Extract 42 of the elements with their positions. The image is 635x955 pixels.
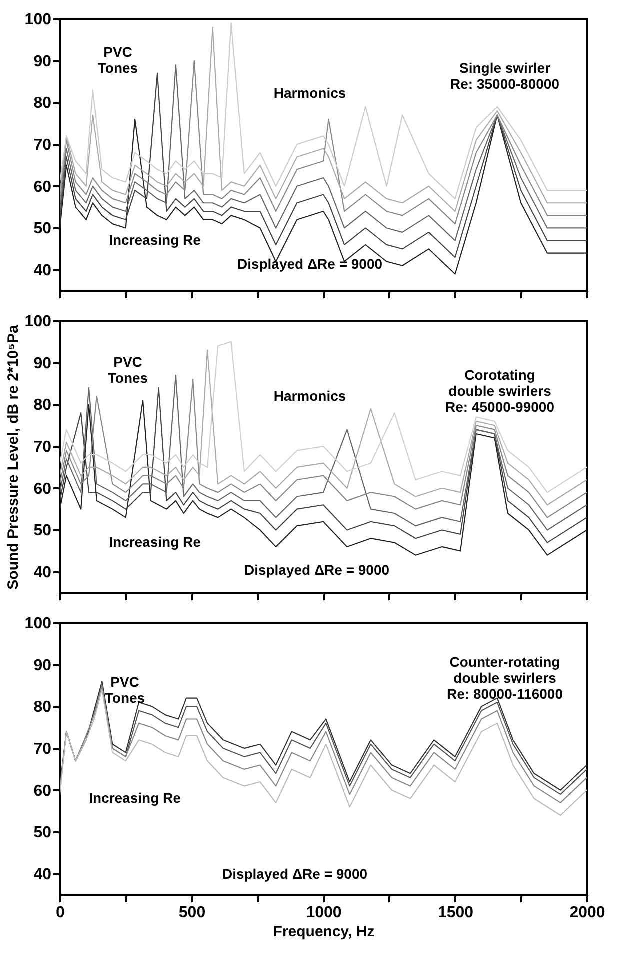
y-tick-label: 80 <box>34 699 52 716</box>
y-tick-label: 60 <box>34 782 52 800</box>
y-tick-label: 70 <box>34 137 52 154</box>
y-tick-label: 90 <box>34 657 52 674</box>
y-tick-label: 70 <box>34 439 52 456</box>
x-tick-label: 500 <box>178 904 206 922</box>
y-axis-title: Sound Pressure Level, dB re 2*10⁵Pa <box>4 324 22 590</box>
annotation: Increasing Re <box>109 232 202 248</box>
y-tick-label: 100 <box>24 616 52 632</box>
y-tick-label: 80 <box>34 397 52 414</box>
y-tick-label: 50 <box>34 824 52 842</box>
y-tick-label: 100 <box>24 12 52 28</box>
y-tick-label: 90 <box>34 53 52 70</box>
x-tick-label: 1000 <box>306 904 342 922</box>
annotation: PVC Tones <box>104 674 146 706</box>
y-tick-label: 60 <box>34 178 52 196</box>
x-axis-title: Frequency, Hz <box>273 924 375 940</box>
annotation: PVC Tones <box>98 44 138 76</box>
annotation: Harmonics <box>274 85 346 101</box>
y-tick-label: 40 <box>34 564 52 582</box>
annotation: Counter-rotating double swirlers Re: 80000-116000 <box>447 654 564 702</box>
annotation: Displayed ΔRe = 9000 <box>244 562 390 578</box>
annotation: Harmonics <box>274 388 346 404</box>
annotation: Corotating double swirlers Re: 45000-99000 <box>446 367 555 415</box>
y-tick-label: 100 <box>24 314 52 330</box>
y-tick-label: 40 <box>34 866 52 884</box>
annotation: PVC Tones <box>108 354 148 386</box>
annotation: Displayed ΔRe = 9000 <box>237 256 383 272</box>
annotation: Displayed ΔRe = 9000 <box>222 866 368 882</box>
annotation: Single swirler Re: 35000-80000 <box>450 60 560 92</box>
x-tick-label: 0 <box>56 904 66 922</box>
annotation: Increasing Re <box>89 790 182 806</box>
y-tick-label: 80 <box>34 95 52 112</box>
y-tick-label: 60 <box>34 480 52 498</box>
annotation: Increasing Re <box>109 534 202 550</box>
y-tick-label: 50 <box>34 220 52 238</box>
x-tick-label: 1500 <box>438 904 474 922</box>
y-tick-label: 40 <box>34 262 52 280</box>
x-tick-label: 2000 <box>570 904 606 922</box>
y-tick-label: 50 <box>34 522 52 540</box>
y-tick-label: 70 <box>34 741 52 758</box>
y-tick-label: 90 <box>34 355 52 372</box>
